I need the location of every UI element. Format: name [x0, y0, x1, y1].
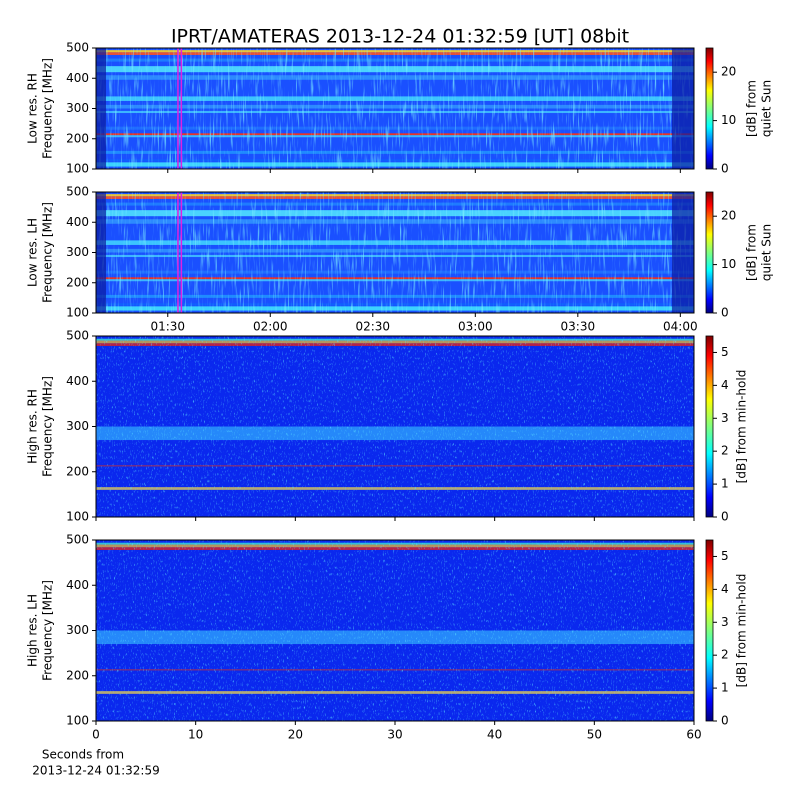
spectrogram — [96, 48, 694, 169]
x-tick-label: 02:30 — [355, 320, 390, 334]
colorbar — [705, 539, 714, 722]
x-tick-label: 10 — [188, 728, 203, 742]
colorbar-tick-label: 4 — [721, 582, 729, 596]
colorbar — [705, 47, 714, 170]
x-tick-label: 60 — [686, 728, 701, 742]
spectrogram-noise — [96, 192, 694, 313]
y-tick-label: 100 — [66, 306, 89, 320]
colorbar-tick-label: 0 — [721, 306, 729, 320]
y-tick-label: 500 — [66, 41, 89, 55]
y-tick-label: 300 — [66, 623, 89, 637]
panel: 100 200 300 400 500 High res. RH Frequency [MH… — [26, 329, 749, 524]
y-tick-label: 500 — [66, 185, 89, 199]
y-tick-label: 400 — [66, 71, 89, 85]
y-tick-label: 300 — [66, 245, 89, 259]
spectrogram-noise — [96, 540, 694, 721]
y-tick-label: 400 — [66, 215, 89, 229]
spectrogram-edge — [96, 48, 106, 169]
y-axis-label: High res. LH — [26, 594, 40, 667]
x-tick-label: 01:30 — [150, 320, 185, 334]
y-axis-label: High res. RH — [26, 389, 40, 464]
colorbar-tick-label: 2 — [721, 444, 729, 458]
y-tick-label: 300 — [66, 101, 89, 115]
colorbar — [705, 335, 714, 518]
spectrogram-noise — [96, 336, 694, 517]
x-axis-label: Seconds from — [42, 748, 124, 762]
colorbar-label: [dB] from min-hold — [735, 574, 749, 688]
y-tick-label: 200 — [66, 131, 89, 145]
x-tick-label: 03:30 — [561, 320, 596, 334]
y-axis-label: Low res. RH — [26, 73, 40, 144]
colorbar-label: quiet Sun — [760, 224, 774, 281]
y-tick-label: 400 — [66, 578, 89, 592]
x-tick-label: 20 — [288, 728, 303, 742]
y-tick-label: 300 — [66, 419, 89, 433]
chart-title: IPRT/AMATERAS 2013-12-24 01:32:59 [UT] 0… — [171, 26, 629, 48]
y-tick-label: 200 — [66, 275, 89, 289]
x-tick-label: 02:00 — [253, 320, 288, 334]
y-axis-label: Frequency [MHz] — [41, 376, 55, 477]
spectrogram — [96, 336, 694, 517]
spectrogram-edge — [672, 48, 694, 169]
y-tick-label: 500 — [66, 329, 89, 343]
colorbar-tick-label: 10 — [721, 113, 736, 127]
spectrogram-noise — [96, 48, 694, 169]
y-tick-label: 100 — [66, 510, 89, 524]
colorbar-tick-label: 2 — [721, 648, 729, 662]
colorbar-tick-label: 1 — [721, 681, 729, 695]
y-tick-label: 500 — [66, 533, 89, 547]
x-tick-label: 03:00 — [458, 320, 493, 334]
colorbar-tick-label: 4 — [721, 378, 729, 392]
y-tick-label: 200 — [66, 668, 89, 682]
colorbar-tick-label: 3 — [721, 411, 729, 425]
colorbar-label: [dB] from min-hold — [735, 370, 749, 484]
colorbar-tick-label: 0 — [721, 510, 729, 524]
x-tick-label: 40 — [487, 728, 502, 742]
spectrogram-edge — [96, 192, 106, 313]
x-axis-label: 2013-12-24 01:32:59 — [32, 764, 159, 778]
x-tick-label: 50 — [587, 728, 602, 742]
colorbar-label: quiet Sun — [760, 80, 774, 137]
y-axis-label: Frequency [MHz] — [41, 58, 55, 159]
colorbar-tick-label: 0 — [721, 162, 729, 176]
colorbar-label: [dB] from — [745, 224, 759, 281]
x-tick-label: 30 — [387, 728, 402, 742]
colorbar-tick-label: 10 — [721, 257, 736, 271]
colorbar — [705, 191, 714, 314]
colorbar-label: [dB] from — [745, 80, 759, 137]
y-axis-label: Frequency [MHz] — [41, 202, 55, 303]
y-tick-label: 200 — [66, 464, 89, 478]
colorbar-tick-label: 3 — [721, 615, 729, 629]
spectrogram-edge — [672, 192, 694, 313]
y-tick-label: 400 — [66, 374, 89, 388]
spectrogram — [96, 192, 694, 313]
colorbar-tick-label: 5 — [721, 549, 729, 563]
colorbar-tick-label: 1 — [721, 477, 729, 491]
y-tick-label: 100 — [66, 162, 89, 176]
y-tick-label: 100 — [66, 714, 89, 728]
colorbar-tick-label: 0 — [721, 714, 729, 728]
y-axis-label: Frequency [MHz] — [41, 580, 55, 681]
x-tick-label: 0 — [92, 728, 100, 742]
x-tick-label: 04:00 — [663, 320, 698, 334]
colorbar-tick-label: 5 — [721, 345, 729, 359]
y-axis-label: Low res. LH — [26, 218, 40, 287]
spectrogram — [96, 540, 694, 721]
colorbar-tick-label: 20 — [721, 65, 736, 79]
colorbar-tick-label: 20 — [721, 209, 736, 223]
